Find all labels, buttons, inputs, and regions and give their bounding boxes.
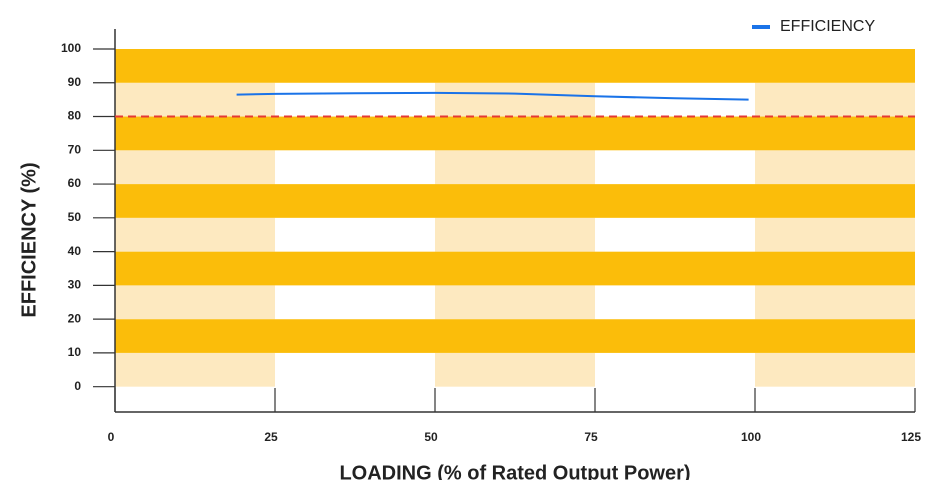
band <box>115 184 915 218</box>
band <box>755 285 915 320</box>
y-tick-label: 40 <box>68 244 82 258</box>
band <box>115 319 915 353</box>
band <box>755 352 915 387</box>
band <box>595 285 755 320</box>
band <box>275 150 435 185</box>
band <box>115 116 915 151</box>
y-axis-title: EFFICIENCY (%) <box>18 162 40 317</box>
band <box>115 352 275 387</box>
band <box>435 352 595 387</box>
band <box>435 150 595 185</box>
band <box>755 82 915 117</box>
band <box>275 285 435 320</box>
y-tick-label: 10 <box>68 345 82 359</box>
bands <box>115 49 915 387</box>
x-tick-label: 0 <box>108 430 115 444</box>
y-tick-label: 90 <box>68 75 82 89</box>
band <box>115 251 915 286</box>
band <box>115 82 275 117</box>
line <box>236 91 749 101</box>
x-tick-label: 100 <box>741 430 761 444</box>
x-tick-label: 50 <box>424 430 438 444</box>
band <box>595 352 755 387</box>
band <box>115 285 275 320</box>
x-axis-title: LOADING (% of Rated Output Power) <box>339 462 690 480</box>
band <box>115 217 275 252</box>
band <box>275 217 435 252</box>
band <box>275 352 435 387</box>
band <box>435 82 595 117</box>
band <box>435 217 595 252</box>
band <box>115 150 275 185</box>
y-tick-label: 60 <box>68 176 82 190</box>
band <box>115 49 915 83</box>
y-tick-label: 70 <box>68 142 82 156</box>
x-tick-label: 75 <box>584 430 598 444</box>
y-tick-label: 50 <box>68 210 82 224</box>
band <box>435 285 595 320</box>
band <box>755 150 915 185</box>
x-tick-label: 25 <box>264 430 278 444</box>
band <box>595 217 755 252</box>
y-tick-label: 0 <box>74 379 81 393</box>
band <box>755 217 915 252</box>
y-tick-label: 100 <box>61 41 81 55</box>
band <box>595 150 755 185</box>
y-tick-label: 30 <box>68 278 82 292</box>
y-tick-label: 80 <box>68 109 82 123</box>
x-tick-label: 125 <box>901 430 921 444</box>
legend-label: EFFICIENCY <box>780 18 875 35</box>
band <box>275 82 435 117</box>
y-tick-label: 20 <box>68 311 82 325</box>
